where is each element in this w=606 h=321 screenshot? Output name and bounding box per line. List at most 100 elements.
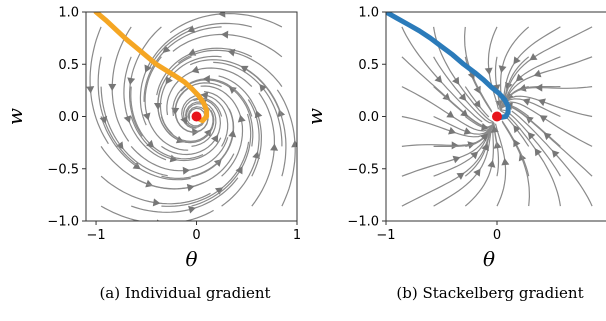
subfigure-caption: (a) Individual gradient	[99, 284, 270, 302]
streamline	[191, 91, 234, 177]
stream-arrow	[533, 69, 542, 78]
streamlines	[86, 12, 297, 221]
stream-arrow	[165, 76, 173, 85]
stream-arrow	[146, 139, 155, 148]
stream-arrow	[480, 133, 488, 142]
x-axis-label: θ	[483, 247, 495, 271]
y-tick-label: 0.0	[358, 110, 379, 125]
stream-arrow	[200, 91, 209, 100]
streamline	[97, 56, 139, 166]
stream-arrow	[458, 92, 467, 101]
streamline	[501, 121, 531, 207]
y-axis-label: w	[3, 108, 27, 125]
stream-arrow	[452, 76, 460, 85]
equilibrium-point	[191, 111, 202, 122]
streamline	[501, 56, 593, 108]
y-tick-label: 0.5	[58, 58, 79, 73]
y-tick-label: −0.5	[47, 162, 79, 177]
stream-arrow	[237, 114, 246, 123]
x-tick-label: 0	[192, 228, 200, 243]
stream-arrow	[498, 65, 507, 73]
streamline	[401, 125, 493, 177]
stream-arrow	[86, 86, 95, 94]
stream-arrow	[529, 53, 538, 61]
streamline	[169, 12, 283, 34]
stream-arrow	[515, 73, 524, 82]
stream-arrow	[442, 92, 451, 101]
x-tick-label: −1	[86, 228, 105, 243]
streamline	[100, 175, 211, 205]
streamline	[221, 99, 260, 207]
stream-arrow	[535, 83, 543, 92]
stream-arrow	[543, 132, 552, 141]
stream-arrow	[188, 205, 196, 214]
stream-arrow	[522, 98, 531, 106]
stream-arrow	[259, 84, 267, 92]
stream-arrow	[463, 127, 472, 135]
stream-arrow	[270, 143, 279, 151]
stream-arrow	[551, 150, 560, 158]
streamline	[123, 56, 167, 161]
stream-arrow	[214, 187, 223, 195]
streamline	[487, 26, 500, 110]
stream-arrow	[191, 65, 200, 74]
y-tick-label: 1.0	[58, 6, 79, 21]
stream-arrow	[180, 116, 188, 125]
streamline	[501, 120, 530, 177]
stream-arrow	[456, 172, 465, 180]
streamline	[181, 94, 229, 147]
streamline	[129, 26, 162, 137]
streamline	[464, 116, 495, 129]
stream-arrow	[487, 160, 496, 168]
stream-arrow	[501, 158, 510, 166]
streamline	[401, 86, 493, 132]
stream-arrow	[99, 115, 108, 124]
panel-a: −1.0 −0.5 0.0 0.5 1.0 −1 0 1 θ w (a) Individual gr…	[3, 6, 301, 303]
streamline	[500, 56, 561, 110]
streamlines	[401, 26, 593, 207]
stream-arrow	[492, 84, 501, 92]
stream-arrow	[144, 64, 152, 73]
stream-arrow	[152, 198, 161, 207]
stream-arrow	[481, 143, 489, 151]
streamline	[131, 177, 239, 213]
stream-arrow	[202, 74, 210, 83]
streamline	[494, 123, 507, 207]
stream-arrow	[218, 12, 226, 18]
stream-arrow	[132, 161, 141, 170]
stream-arrow	[493, 141, 502, 149]
trajectory	[93, 12, 210, 124]
y-tick-label: −1.0	[47, 215, 79, 230]
stream-arrow	[452, 155, 461, 164]
stream-arrow	[539, 115, 548, 123]
y-tick-label: 1.0	[358, 6, 379, 21]
stream-arrow	[537, 98, 546, 107]
stream-arrow	[142, 112, 151, 121]
streamline	[500, 95, 593, 118]
stream-arrow	[534, 148, 542, 157]
stream-arrow	[116, 141, 124, 150]
stream-arrow	[182, 166, 191, 175]
stream-arrow	[252, 151, 261, 160]
stream-arrow	[460, 109, 469, 117]
stream-arrow	[291, 140, 297, 148]
stream-arrow	[484, 67, 493, 75]
stream-arrow	[473, 85, 481, 94]
y-tick-label: 0.5	[358, 58, 379, 73]
streamline	[130, 86, 204, 160]
streamline	[178, 49, 283, 87]
stream-arrow	[127, 77, 136, 86]
stream-arrow	[473, 168, 481, 177]
x-axis-label: θ	[185, 247, 197, 271]
stream-arrow	[108, 83, 117, 91]
x-tick-label: 1	[293, 228, 301, 243]
subfigure-caption: (b) Stackelberg gradient	[396, 284, 583, 302]
streamline	[501, 86, 593, 109]
y-tick-label: 0.0	[58, 110, 79, 125]
stream-arrow	[221, 30, 229, 39]
x-tick-label: −1	[376, 228, 395, 243]
plot-frame	[85, 11, 298, 222]
stream-arrow	[235, 166, 243, 175]
stream-arrow	[123, 115, 132, 124]
streamline	[130, 116, 222, 162]
